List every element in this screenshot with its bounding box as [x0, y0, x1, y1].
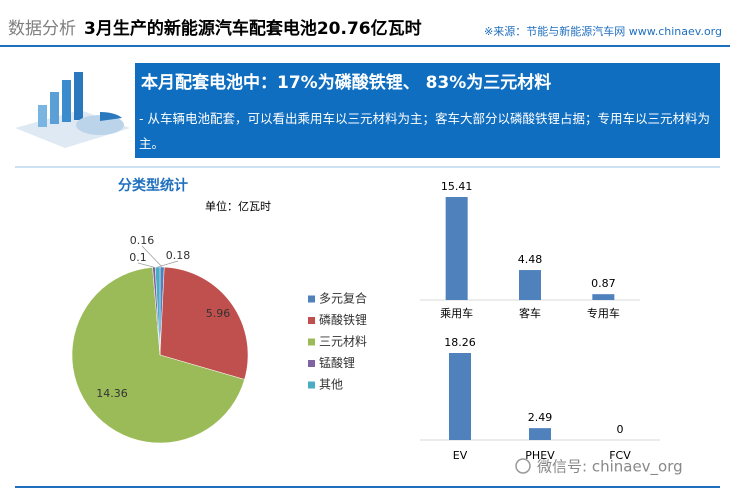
data-label: 0.16	[130, 234, 155, 247]
x-tick-label: EV	[453, 449, 468, 462]
watermark: 微信号: chinaev_org	[537, 458, 683, 477]
chart-subtitle: 单位：亿瓦时	[205, 199, 271, 213]
data-label: 4.48	[518, 253, 543, 266]
legend-swatch	[308, 295, 315, 303]
banner-text: - 从车辆电池配套，可以看出乘用车以三元材料为主；客车大部分以磷酸铁锂占据；专用…	[139, 111, 710, 151]
x-tick-label: 专用车	[587, 306, 620, 320]
data-label: 15.41	[441, 180, 473, 193]
data-label: 0.18	[166, 249, 191, 262]
pie-slice	[159, 266, 249, 380]
bar	[449, 353, 471, 440]
data-label: 14.36	[96, 387, 128, 400]
pie-slice	[154, 266, 161, 356]
wechat-icon	[515, 458, 531, 474]
x-tick-label: FCV	[609, 449, 631, 462]
legend-label: 磷酸铁锂	[319, 312, 367, 327]
legend-swatch	[308, 360, 315, 367]
leader-line	[157, 260, 179, 268]
data-label: 5.96	[206, 307, 231, 320]
page-title: 3月生产的新能源汽车配套电池20.76亿瓦时	[84, 18, 422, 39]
banner-title: 本月配套电池中：17%为磷酸铁锂、 83%为三元材料	[141, 73, 552, 93]
bar	[519, 270, 541, 300]
bar	[445, 197, 468, 300]
x-tick-label: 乘用车	[440, 306, 473, 320]
pie-slice	[71, 267, 245, 444]
legend-swatch	[308, 317, 315, 324]
data-label: 18.26	[444, 336, 476, 349]
data-label: 0.1	[129, 251, 147, 264]
section-label: 数据分析	[8, 19, 76, 39]
bar	[529, 428, 551, 440]
bar	[592, 294, 615, 300]
data-label: 0.87	[591, 277, 616, 290]
data-label: 2.49	[528, 411, 553, 424]
source: ※来源：节能与新能源汽车网 www.chinaev.org	[484, 24, 722, 38]
x-tick-label: 客车	[519, 306, 541, 320]
legend-label: 三元材料	[319, 335, 367, 349]
x-tick-label: PHEV	[525, 449, 555, 462]
data-label: 0	[617, 423, 624, 436]
banner-box	[135, 63, 720, 158]
leader-line	[141, 245, 163, 268]
legend-label: 多元复合	[319, 291, 367, 306]
icon	[15, 72, 130, 148]
chart-title: 分类型统计	[118, 177, 188, 194]
legend-swatch	[308, 338, 315, 346]
legend-swatch	[308, 381, 315, 389]
legend-label: 其他	[319, 378, 343, 392]
leader-line	[137, 262, 154, 268]
legend-label: 锰酸锂	[319, 355, 355, 370]
